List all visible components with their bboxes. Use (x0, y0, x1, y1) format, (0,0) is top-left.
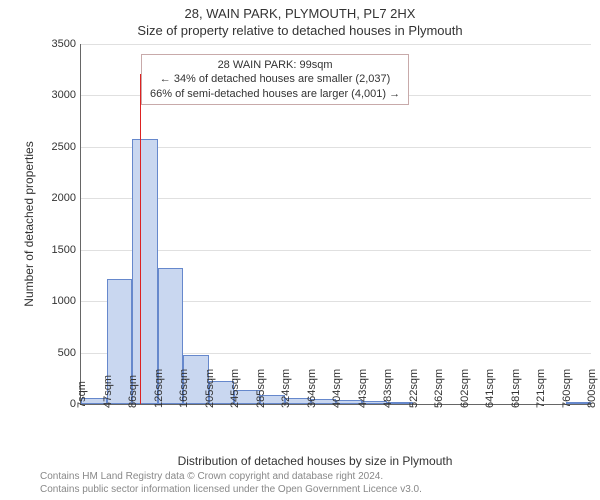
x-tick-label: 760sqm (561, 369, 573, 408)
y-tick-label: 3000 (36, 89, 76, 101)
x-tick-label: 483sqm (382, 369, 394, 408)
gridline (81, 147, 591, 148)
x-tick-label: 245sqm (229, 369, 241, 408)
y-tick-label: 0 (36, 398, 76, 410)
x-tick-label: 602sqm (459, 369, 471, 408)
x-tick-label: 7sqm (76, 381, 88, 408)
x-tick-label: 641sqm (484, 369, 496, 408)
x-tick-label: 364sqm (306, 369, 318, 408)
annotation-line1: 28 WAIN PARK: 99sqm (150, 58, 400, 72)
footer-attribution: Contains HM Land Registry data © Crown c… (40, 470, 422, 496)
histogram-bar (132, 139, 158, 404)
x-tick-label: 86sqm (127, 375, 139, 408)
y-tick-label: 500 (36, 347, 76, 359)
x-tick-label: 800sqm (586, 369, 598, 408)
y-tick-label: 2500 (36, 141, 76, 153)
x-tick-label: 443sqm (357, 369, 369, 408)
footer-line1: Contains HM Land Registry data © Crown c… (40, 470, 422, 483)
x-tick-label: 166sqm (178, 369, 190, 408)
y-tick-label: 1500 (36, 244, 76, 256)
gridline (81, 250, 591, 251)
footer-line2: Contains public sector information licen… (40, 483, 422, 496)
x-tick-label: 562sqm (433, 369, 445, 408)
annotation-box: 28 WAIN PARK: 99sqm ← 34% of detached ho… (141, 54, 409, 105)
x-tick-label: 681sqm (510, 369, 522, 408)
x-tick-label: 126sqm (153, 369, 165, 408)
chart-title-main: 28, WAIN PARK, PLYMOUTH, PL7 2HX (0, 0, 600, 21)
y-tick-label: 2000 (36, 192, 76, 204)
x-tick-label: 522sqm (408, 369, 420, 408)
y-tick-label: 3500 (36, 38, 76, 50)
x-tick-label: 404sqm (331, 369, 343, 408)
x-tick-label: 324sqm (280, 369, 292, 408)
gridline (81, 198, 591, 199)
gridline (81, 44, 591, 45)
y-tick-label: 1000 (36, 295, 76, 307)
chart-title-sub: Size of property relative to detached ho… (0, 21, 600, 38)
x-axis-label: Distribution of detached houses by size … (40, 454, 590, 468)
annotation-line2: ← 34% of detached houses are smaller (2,… (150, 72, 400, 86)
plot-area: 28 WAIN PARK: 99sqm ← 34% of detached ho… (80, 44, 591, 405)
x-tick-label: 205sqm (204, 369, 216, 408)
x-tick-label: 47sqm (102, 375, 114, 408)
chart-container: Number of detached properties 28 WAIN PA… (40, 44, 590, 444)
highlight-line (140, 74, 141, 404)
x-tick-label: 721sqm (535, 369, 547, 408)
annotation-line3: 66% of semi-detached houses are larger (… (150, 87, 400, 101)
x-tick-label: 285sqm (255, 369, 267, 408)
